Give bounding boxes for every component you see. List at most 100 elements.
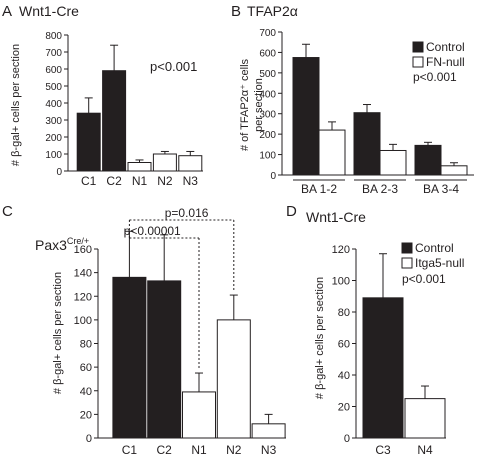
- panel-a-y-tick-label: 0: [56, 167, 62, 178]
- panel-d-y-tick-label: 40: [338, 370, 350, 382]
- panel-b-bar: [353, 112, 381, 176]
- panel-d-legend-label-control: Control: [415, 241, 454, 255]
- panel-a-bar: [127, 162, 152, 172]
- panel-b-legend-label-control: Control: [426, 40, 465, 54]
- panel-b-bar: [318, 129, 346, 176]
- panel-c-y-tick-label: 60: [80, 362, 92, 374]
- panel-d-y-tick-label: 80: [338, 307, 350, 319]
- panel-b-title: TFAP2α: [247, 3, 298, 19]
- panel-a-title: Wnt1-Cre: [19, 3, 79, 19]
- panel-b-bar: [440, 165, 468, 176]
- panel-a-x-tick-label: N2: [157, 174, 173, 188]
- panel-a-y-tick-label: 700: [45, 48, 62, 59]
- panel-b-y-tick-label: 700: [259, 28, 276, 39]
- panel-c-x-tick-label: C1: [122, 443, 138, 457]
- panel-b-annotation: p<0.001: [413, 70, 457, 84]
- panel-c-bar: [147, 280, 182, 439]
- panel-d-y-axis-label: # β-gal+ cells per section: [314, 277, 326, 399]
- panel-c-y-tick-label: 100: [74, 315, 92, 327]
- panel-b-y-tick-label: 300: [259, 110, 276, 121]
- panel-d-y-tick-label: 60: [338, 339, 350, 351]
- panel-c-x-tick-label: N2: [226, 443, 242, 457]
- panel-a-y-tick-label: 600: [45, 65, 62, 76]
- panel-c-significance-label: p=0.016: [165, 206, 209, 220]
- panel-d-annotation: p<0.001: [402, 272, 446, 286]
- panel-b-y-tick-label: 600: [259, 48, 276, 59]
- panel-b-y-axis-label-line1: # of TFAP2α⁺ cells: [239, 58, 251, 151]
- panel-c-y-tick-label: 0: [86, 433, 92, 445]
- panel-c-y-tick-label: 80: [80, 339, 92, 351]
- panel-a-y-tick-label: 400: [45, 99, 62, 110]
- panel-a-y-tick-label: 500: [45, 82, 62, 93]
- panel-b-x-tick-label: BA 3-4: [423, 182, 459, 196]
- panel-b-bar: [292, 57, 320, 176]
- panel-c-bar: [251, 423, 286, 439]
- panel-c-x-tick-label: N3: [261, 443, 277, 457]
- panel-b: B TFAP2α # of TFAP2α⁺ cells per section …: [231, 3, 474, 196]
- panel-d-legend-label-itga5-null: Itga5-null: [415, 256, 464, 270]
- panel-a-y-tick-label: 200: [45, 133, 62, 144]
- panel-a-annotation: p<0.001: [150, 59, 197, 74]
- panel-b-y-tick-label: 200: [259, 130, 276, 141]
- panel-c-bar: [182, 391, 216, 439]
- panel-c-x-tick-label: N1: [191, 443, 207, 457]
- panel-d-y-tick-label: 0: [344, 433, 350, 445]
- panel-c-y-tick-label: 120: [74, 291, 92, 303]
- panel-d-plot: 0 20 40 60 80 100 120 C3 N4: [332, 244, 446, 457]
- panel-b-y-axis-label-line2: per section: [253, 78, 265, 132]
- panel-c-y-axis-label: # β-gal+ cells per section: [52, 272, 64, 394]
- panel-b-plot: 0 100 200 300 400 500 600 700 BA 1-2 BA 2-3 BA 3-4: [259, 28, 474, 196]
- panel-a-bar: [76, 112, 101, 172]
- panel-b-y-tick-label: 100: [259, 151, 276, 162]
- panel-c-x-tick-label: C2: [157, 443, 173, 457]
- panel-b-legend-label-fn-null: FN-null: [426, 55, 465, 69]
- panel-b-y-tick-label: 500: [259, 69, 276, 80]
- panel-b-x-tick-label: BA 1-2: [301, 182, 337, 196]
- panel-a-y-tick-label: 300: [45, 116, 62, 127]
- panel-b-bar: [414, 144, 442, 176]
- panel-a-x-tick-label: N1: [132, 174, 148, 188]
- panel-c-y-tick-label: 160: [74, 244, 92, 256]
- panel-d-letter: D: [286, 203, 297, 220]
- panel-d: D Wnt1-Cre # β-gal+ cells per section Co…: [286, 203, 464, 457]
- panel-b-y-tick-label: 400: [259, 89, 276, 100]
- panel-d-bar: [362, 297, 404, 439]
- panel-d-legend-swatch-control: [401, 242, 413, 254]
- panel-d-legend-swatch-itga5-null: [401, 257, 413, 269]
- panel-b-bar: [379, 149, 407, 176]
- panel-d-x-tick-label: N4: [417, 443, 433, 457]
- panel-a-y-tick-label: 100: [45, 150, 62, 161]
- panel-a-bar: [178, 155, 203, 172]
- panel-d-bar: [404, 398, 446, 439]
- panel-b-x-tick-label: BA 2-3: [362, 182, 398, 196]
- panel-d-title: Wnt1-Cre: [306, 209, 366, 225]
- panel-c: C Pax3Cre/+ # β-gal+ cells per section 0…: [2, 203, 286, 457]
- panel-a-y-tick-label: 800: [45, 31, 62, 42]
- panel-a-y-axis-label: # β-gal+ cells per section: [10, 44, 22, 166]
- panel-c-letter: C: [2, 203, 13, 220]
- panel-b-legend-swatch-control: [412, 41, 424, 53]
- panel-a-plot: 0 100 200 300 400 500 600 700 800 C1 C2 N1 N2 N3: [45, 31, 203, 188]
- panel-c-bar: [216, 319, 251, 439]
- panel-c-y-tick-label: 40: [80, 386, 92, 398]
- panel-b-y-tick-label: 0: [270, 171, 276, 182]
- panel-b-legend-swatch-fn-null: [412, 56, 424, 68]
- panel-d-y-tick-label: 100: [332, 276, 350, 288]
- panel-a-x-tick-label: N3: [183, 174, 199, 188]
- panel-c-bar: [112, 276, 147, 439]
- panel-c-y-tick-label: 20: [80, 409, 92, 421]
- panel-c-significance-label: p<0.00001: [124, 224, 181, 238]
- panel-b-letter: B: [231, 3, 241, 20]
- panel-d-x-tick-label: C3: [375, 443, 391, 457]
- panel-a-letter: A: [2, 3, 12, 20]
- panel-a-x-tick-label: C1: [81, 174, 97, 188]
- panel-c-title: Pax3Cre/+: [35, 236, 89, 253]
- panel-a: A Wnt1-Cre # β-gal+ cells per section p<…: [2, 3, 203, 188]
- panel-c-plot: 0 20 40 60 80 100 120 140 160 C1 C2 N1 N2 N3 p=0.016 p<…: [74, 206, 286, 457]
- panel-c-y-tick-label: 140: [74, 268, 92, 280]
- panel-a-x-tick-label: C2: [106, 174, 122, 188]
- panel-a-bar: [152, 153, 177, 172]
- panel-d-y-tick-label: 120: [332, 244, 350, 256]
- panel-d-y-tick-label: 20: [338, 402, 350, 414]
